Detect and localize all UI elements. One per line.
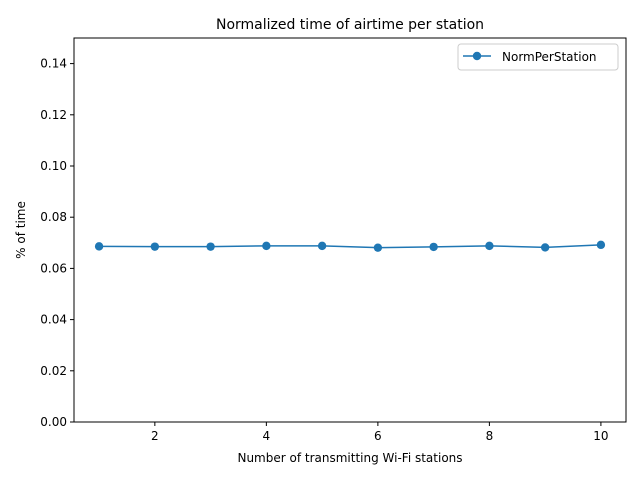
data-point [94,242,104,251]
x-tick-label: 10 [593,429,608,443]
y-tick-label: 0.12 [40,108,67,122]
data-point [373,243,383,252]
legend: NormPerStation [457,43,619,71]
y-axis: 0.00 0.02 0.04 0.06 0.08 0.10 0.12 0.14 [40,57,74,429]
data-point [485,241,494,251]
data-point [540,243,550,252]
y-tick-label: 0.06 [40,261,67,275]
data-point [596,240,606,250]
y-tick-label: 0.14 [40,57,67,71]
data-point [262,241,271,251]
y-tick-label: 0.10 [40,159,67,173]
x-tick-label: 6 [374,429,382,443]
legend-box [457,43,619,71]
data-point [206,242,215,251]
x-axis: 2 4 6 8 10 [151,422,609,443]
y-axis-label: % of time [14,201,28,259]
x-tick-label: 8 [486,429,494,443]
data-point [150,242,160,251]
plot-frame [73,37,627,423]
y-tick-label: 0.04 [40,313,67,327]
legend-marker-swatch [472,51,482,61]
chart-title: Normalized time of airtime per station [216,17,484,33]
x-tick-label: 2 [151,429,159,443]
series-line [99,244,601,249]
x-axis-label: Number of transmitting Wi-Fi stations [237,451,462,465]
plot-area [94,240,606,252]
y-tick-label: 0.02 [40,364,67,378]
y-tick-label: 0.08 [40,210,67,224]
data-point [429,242,438,252]
legend-entry-normperstation: NormPerStation [502,50,597,64]
x-tick-label: 4 [263,429,271,443]
y-tick-label: 0.00 [40,415,67,429]
data-point [317,241,327,251]
